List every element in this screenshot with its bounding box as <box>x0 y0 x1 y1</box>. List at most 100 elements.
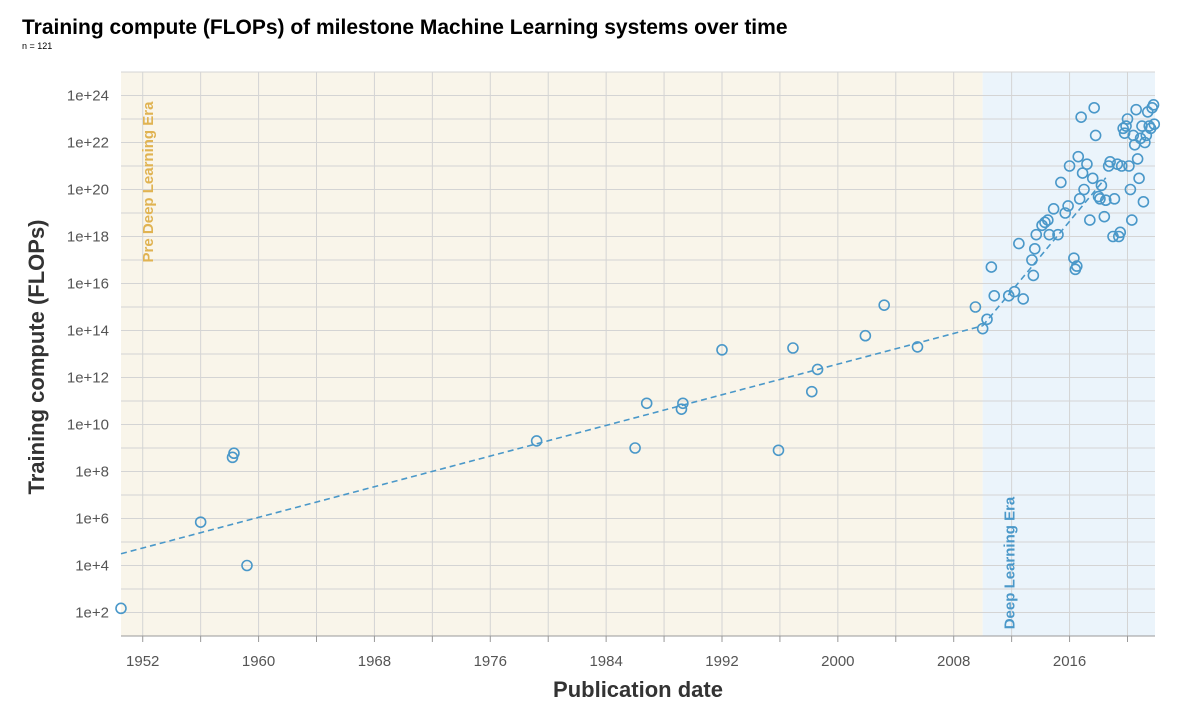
data-point <box>1108 193 1121 205</box>
data-point <box>1131 153 1144 165</box>
data-point <box>241 559 253 572</box>
data-point <box>1029 242 1041 255</box>
era-label-deep-learning: Deep Learning Era <box>1002 496 1019 629</box>
data-point <box>1008 285 1021 298</box>
data-point <box>1099 194 1112 207</box>
data-point <box>1148 118 1161 131</box>
trend-line-0 <box>120 325 983 555</box>
data-point <box>985 261 998 273</box>
data-point <box>194 516 207 528</box>
data-point <box>1070 260 1083 272</box>
data-point <box>228 447 240 460</box>
data-point <box>1055 176 1067 189</box>
y-tick-label: 1e+8 <box>75 464 109 481</box>
data-point <box>1042 214 1054 226</box>
y-tick-label: 1e+20 <box>67 182 109 199</box>
y-tick-label: 1e+22 <box>67 135 109 152</box>
trend-lines <box>120 177 1107 555</box>
data-point <box>1043 228 1056 241</box>
data-point <box>675 403 688 415</box>
y-tick-label: 1e+18 <box>67 229 109 246</box>
data-point <box>1114 226 1127 239</box>
y-tick-label: 1e+24 <box>67 88 109 105</box>
x-tick-label: 1984 <box>589 653 622 670</box>
data-point <box>1073 193 1086 205</box>
data-point <box>1123 160 1135 172</box>
data-point <box>629 442 641 454</box>
data-point <box>1017 293 1030 305</box>
chart-subtitle: n = 121 <box>22 41 53 51</box>
data-point <box>1126 214 1138 226</box>
y-tick-label: 1e+2 <box>75 605 109 622</box>
data-point <box>1072 150 1085 163</box>
y-tick-label: 1e+10 <box>67 417 109 434</box>
data-point <box>911 341 924 353</box>
data-point <box>530 435 543 447</box>
data-point <box>1039 216 1051 229</box>
y-tick-label: 1e+16 <box>67 276 109 293</box>
data-point <box>1081 158 1093 170</box>
x-tick-label: 1952 <box>126 653 159 670</box>
data-point <box>1075 111 1087 123</box>
data-point <box>969 301 982 313</box>
data-point <box>640 397 653 410</box>
data-point <box>1062 200 1074 212</box>
x-tick-label: 1976 <box>474 653 507 670</box>
data-point <box>1063 160 1076 172</box>
data-point <box>1094 193 1106 205</box>
y-tick-label: 1e+6 <box>75 511 109 528</box>
data-point <box>1030 228 1043 241</box>
y-axis-title: Training compute (FLOPs) <box>24 219 49 494</box>
data-point <box>1068 252 1080 264</box>
data-point <box>1088 101 1100 114</box>
x-tick-label: 1960 <box>242 653 275 670</box>
data-point <box>859 329 872 342</box>
data-point <box>787 342 799 354</box>
x-tick-label: 1992 <box>705 653 738 670</box>
data-point <box>1147 99 1160 111</box>
data-point <box>1095 179 1108 192</box>
data-point <box>1027 269 1040 282</box>
data-point <box>988 289 1001 302</box>
y-tick-label: 1e+14 <box>67 323 109 340</box>
data-point <box>1133 172 1145 185</box>
data-point <box>1120 120 1132 132</box>
data-point <box>115 602 127 615</box>
tick-labels: 1952 1960 1968 1976 1984 1992 2000 2008 2016 1e+2… <box>67 88 1086 671</box>
grid-lines <box>121 71 1155 637</box>
x-tick-label: 1968 <box>358 653 391 670</box>
data-point <box>1117 122 1129 135</box>
data-point <box>1086 172 1099 185</box>
data-point <box>1137 195 1150 208</box>
y-tick-label: 1e+12 <box>67 370 109 387</box>
data-point <box>1104 156 1116 168</box>
x-tick-label: 2000 <box>821 653 854 670</box>
data-point <box>1124 183 1137 196</box>
data-point <box>981 313 993 326</box>
data-point <box>805 385 818 398</box>
data-point <box>1084 214 1096 226</box>
data-point <box>1115 160 1128 172</box>
era-label-pre-deep-learning: Pre Deep Learning Era <box>140 101 157 263</box>
data-point <box>1026 254 1038 266</box>
data-point <box>772 444 785 457</box>
data-point <box>878 299 890 311</box>
chart-title: Training compute (FLOPs) of milestone Ma… <box>22 16 788 39</box>
data-point <box>1076 167 1089 179</box>
data-point <box>1121 113 1134 125</box>
data-point <box>1059 207 1072 219</box>
x-tick-label: 2016 <box>1053 653 1086 670</box>
data-point <box>1052 228 1064 241</box>
y-tick-label: 1e+4 <box>75 558 109 575</box>
data-point <box>1098 210 1111 223</box>
data-point <box>1047 203 1060 215</box>
data-point <box>1139 136 1151 149</box>
data-point <box>677 397 689 410</box>
trend-line-1 <box>982 177 1107 327</box>
data-point <box>976 322 989 335</box>
x-axis-title: Publication date <box>553 677 723 702</box>
data-points <box>115 99 1161 615</box>
data-point <box>1130 103 1142 116</box>
axes <box>121 635 1155 642</box>
